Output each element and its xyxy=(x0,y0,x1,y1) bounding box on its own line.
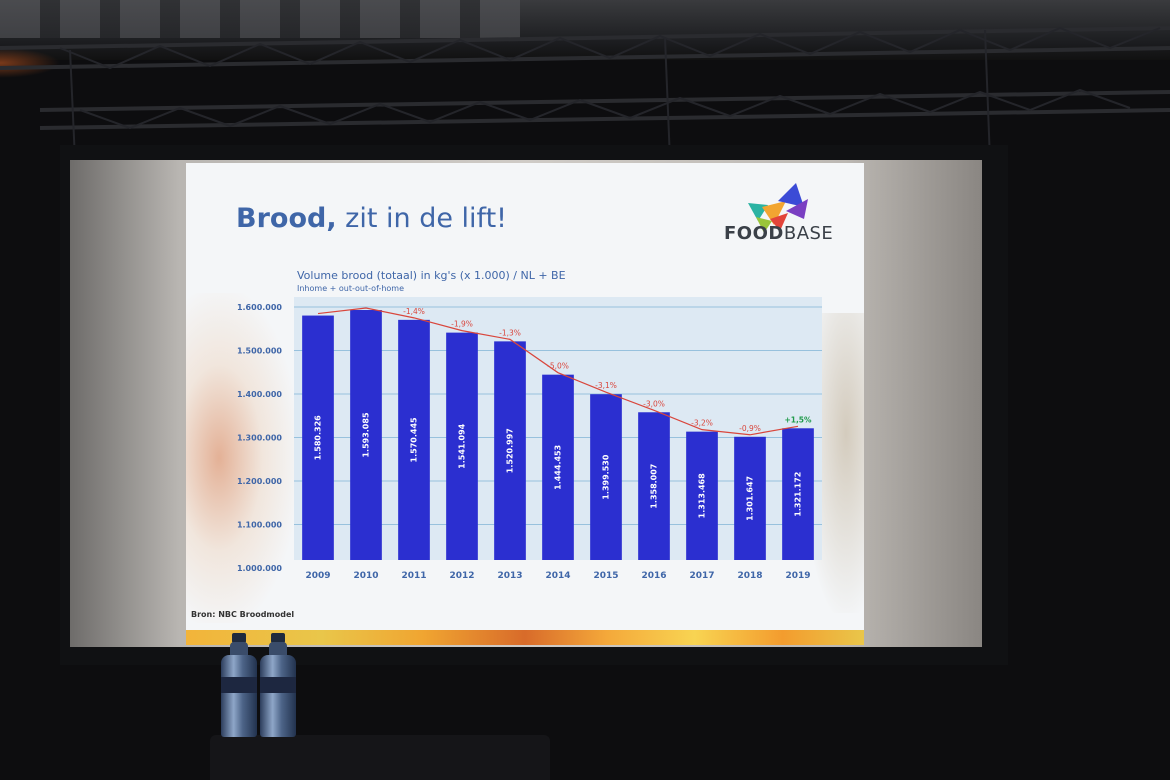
bar-value-label: 1.580.326 xyxy=(314,415,323,460)
x-tick-label: 2010 xyxy=(353,571,378,581)
x-tick-label: 2019 xyxy=(785,571,810,581)
ceiling-panels xyxy=(0,0,520,38)
bottle-body xyxy=(221,655,257,737)
x-tick-label: 2014 xyxy=(545,571,570,581)
change-label: -1,3% xyxy=(499,328,521,337)
y-tick-label: 1.400.000 xyxy=(237,390,282,399)
bar-value-label: 1.570.445 xyxy=(410,417,419,462)
y-tick-label: 1.100.000 xyxy=(237,521,282,530)
bottle-label xyxy=(260,677,296,693)
water-bottle xyxy=(221,633,257,737)
change-label: -5,0% xyxy=(547,362,569,371)
x-tick-label: 2009 xyxy=(305,571,330,581)
bar-value-label: 1.520.997 xyxy=(506,428,515,473)
slide-title-rest: zit in de lift! xyxy=(336,203,507,234)
chart-title: Volume brood (totaal) in kg's (x 1.000) … xyxy=(297,269,566,282)
bottle-label xyxy=(221,677,257,693)
bar-value-label: 1.301.647 xyxy=(746,476,755,521)
water-bottle xyxy=(260,633,296,737)
bottle-neck xyxy=(269,642,287,656)
stage-table xyxy=(210,735,550,780)
volume-bar-chart: 1.600.000 1.500.000 1.400.000 1.300.000 1.20… xyxy=(237,297,822,581)
foodbase-logo-text: FOODBASE xyxy=(724,223,833,244)
logo-text-bold: FOOD xyxy=(724,223,784,244)
bar-value-label: 1.541.094 xyxy=(458,423,467,468)
y-tick-label: 1.600.000 xyxy=(237,303,282,312)
change-label: +1,5% xyxy=(784,415,812,424)
bottle-cap xyxy=(232,633,246,643)
change-label: -3,2% xyxy=(691,419,713,428)
change-label: -1,4% xyxy=(403,307,425,316)
change-label: -0,9% xyxy=(739,424,761,433)
trend-line xyxy=(317,307,799,436)
bar xyxy=(782,428,814,560)
color-stripe xyxy=(186,630,864,645)
bread-photo-left xyxy=(186,293,296,623)
logo-text-rest: BASE xyxy=(783,223,834,244)
y-tick-label: 1.000.000 xyxy=(237,564,282,573)
y-tick-label: 1.200.000 xyxy=(237,477,282,486)
stage-light-glow xyxy=(0,48,60,78)
lighting-truss xyxy=(0,26,1170,160)
bar xyxy=(446,332,478,560)
bar xyxy=(686,431,718,560)
change-label: -3,0% xyxy=(643,399,665,408)
y-tick-label: 1.500.000 xyxy=(237,347,282,356)
bar xyxy=(542,374,574,560)
bar-value-label: 1.399.530 xyxy=(602,454,611,499)
bar xyxy=(734,436,766,560)
slide-title-bold: Brood, xyxy=(236,203,337,234)
y-tick-label: 1.300.000 xyxy=(237,434,282,443)
x-tick-label: 2013 xyxy=(497,571,522,581)
x-tick-label: 2016 xyxy=(641,571,666,581)
x-tick-label: 2018 xyxy=(737,571,762,581)
bottle-neck xyxy=(230,642,248,656)
x-tick-label: 2015 xyxy=(593,571,618,581)
slide-title: Brood, zit in de lift! xyxy=(236,203,507,234)
bar xyxy=(350,310,382,560)
x-tick-label: 2012 xyxy=(449,571,474,581)
source-note: Bron: NBC Broodmodel xyxy=(191,610,295,619)
bar xyxy=(590,394,622,560)
bottle-cap xyxy=(271,633,285,643)
presentation-slide: Brood, zit in de lift! FOODBASE Volume b… xyxy=(186,163,864,645)
change-label: -3,1% xyxy=(595,381,617,390)
x-tick-label: 2011 xyxy=(401,571,426,581)
bar xyxy=(494,341,526,560)
bar-value-label: 1.444.453 xyxy=(554,445,563,490)
bar xyxy=(302,315,334,560)
bar-value-label: 1.313.468 xyxy=(698,473,707,518)
foodbase-logo-icon xyxy=(748,183,808,233)
bar xyxy=(398,319,430,560)
bar xyxy=(638,412,670,560)
bar-value-label: 1.358.007 xyxy=(650,464,659,509)
x-tick-label: 2017 xyxy=(689,571,714,581)
change-label: -1,9% xyxy=(451,320,473,329)
bar-value-label: 1.593.085 xyxy=(362,412,371,457)
chart-subtitle: Inhome + out-out-of-home xyxy=(297,284,405,293)
bar-value-label: 1.321.172 xyxy=(794,472,803,517)
bottle-body xyxy=(260,655,296,737)
